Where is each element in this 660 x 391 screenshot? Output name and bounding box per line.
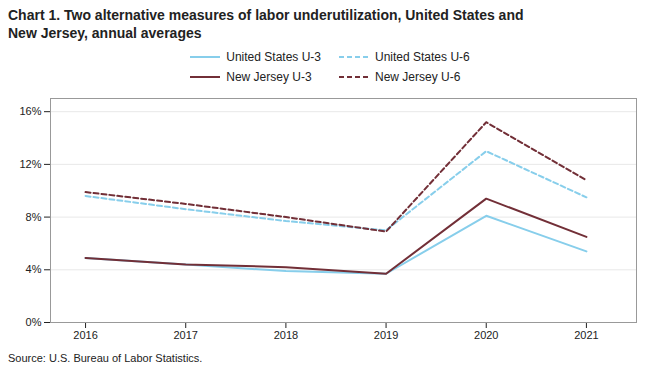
html-text:United States U-6: United States U-6: [375, 50, 470, 64]
html-text:New Jersey, annual averages: New Jersey, annual averages: [8, 25, 202, 41]
html-text:Source: U.S. Bureau of Labor S: Source: U.S. Bureau of Labor Statistics.: [8, 352, 203, 364]
svg-text:2020: 2020: [474, 329, 498, 341]
html-text:Chart 1. Two alternative measu: Chart 1. Two alternative measures of lab…: [8, 7, 524, 23]
svg-text:2019: 2019: [374, 329, 398, 341]
svg-text:0%: 0%: [26, 316, 42, 328]
svg-text:16%: 16%: [19, 105, 41, 117]
html-text:New Jersey U-3: New Jersey U-3: [226, 70, 312, 84]
svg-text:2021: 2021: [574, 329, 598, 341]
svg-text:4%: 4%: [26, 263, 42, 275]
svg-text:2018: 2018: [274, 329, 298, 341]
svg-text:8%: 8%: [26, 211, 42, 223]
html-text:New Jersey U-6: New Jersey U-6: [375, 70, 461, 84]
svg-text:2017: 2017: [173, 329, 197, 341]
svg-text:12%: 12%: [19, 158, 41, 170]
html-text:United States U-3: United States U-3: [226, 50, 321, 64]
svg-text:2016: 2016: [73, 329, 97, 341]
